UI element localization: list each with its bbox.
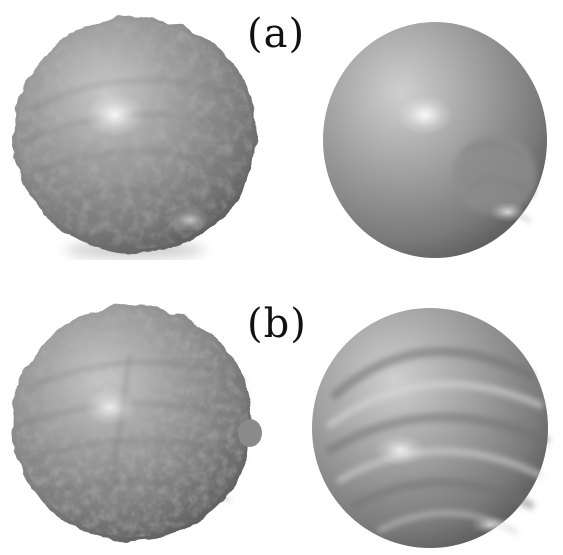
panel-label-a: (a) bbox=[247, 11, 306, 57]
sphere-a-left bbox=[13, 17, 257, 258]
sphere-b-left bbox=[12, 305, 262, 541]
panel-label-b: (b) bbox=[247, 301, 307, 347]
sphere-b-right bbox=[312, 308, 550, 548]
sphere-a-right bbox=[323, 22, 547, 258]
